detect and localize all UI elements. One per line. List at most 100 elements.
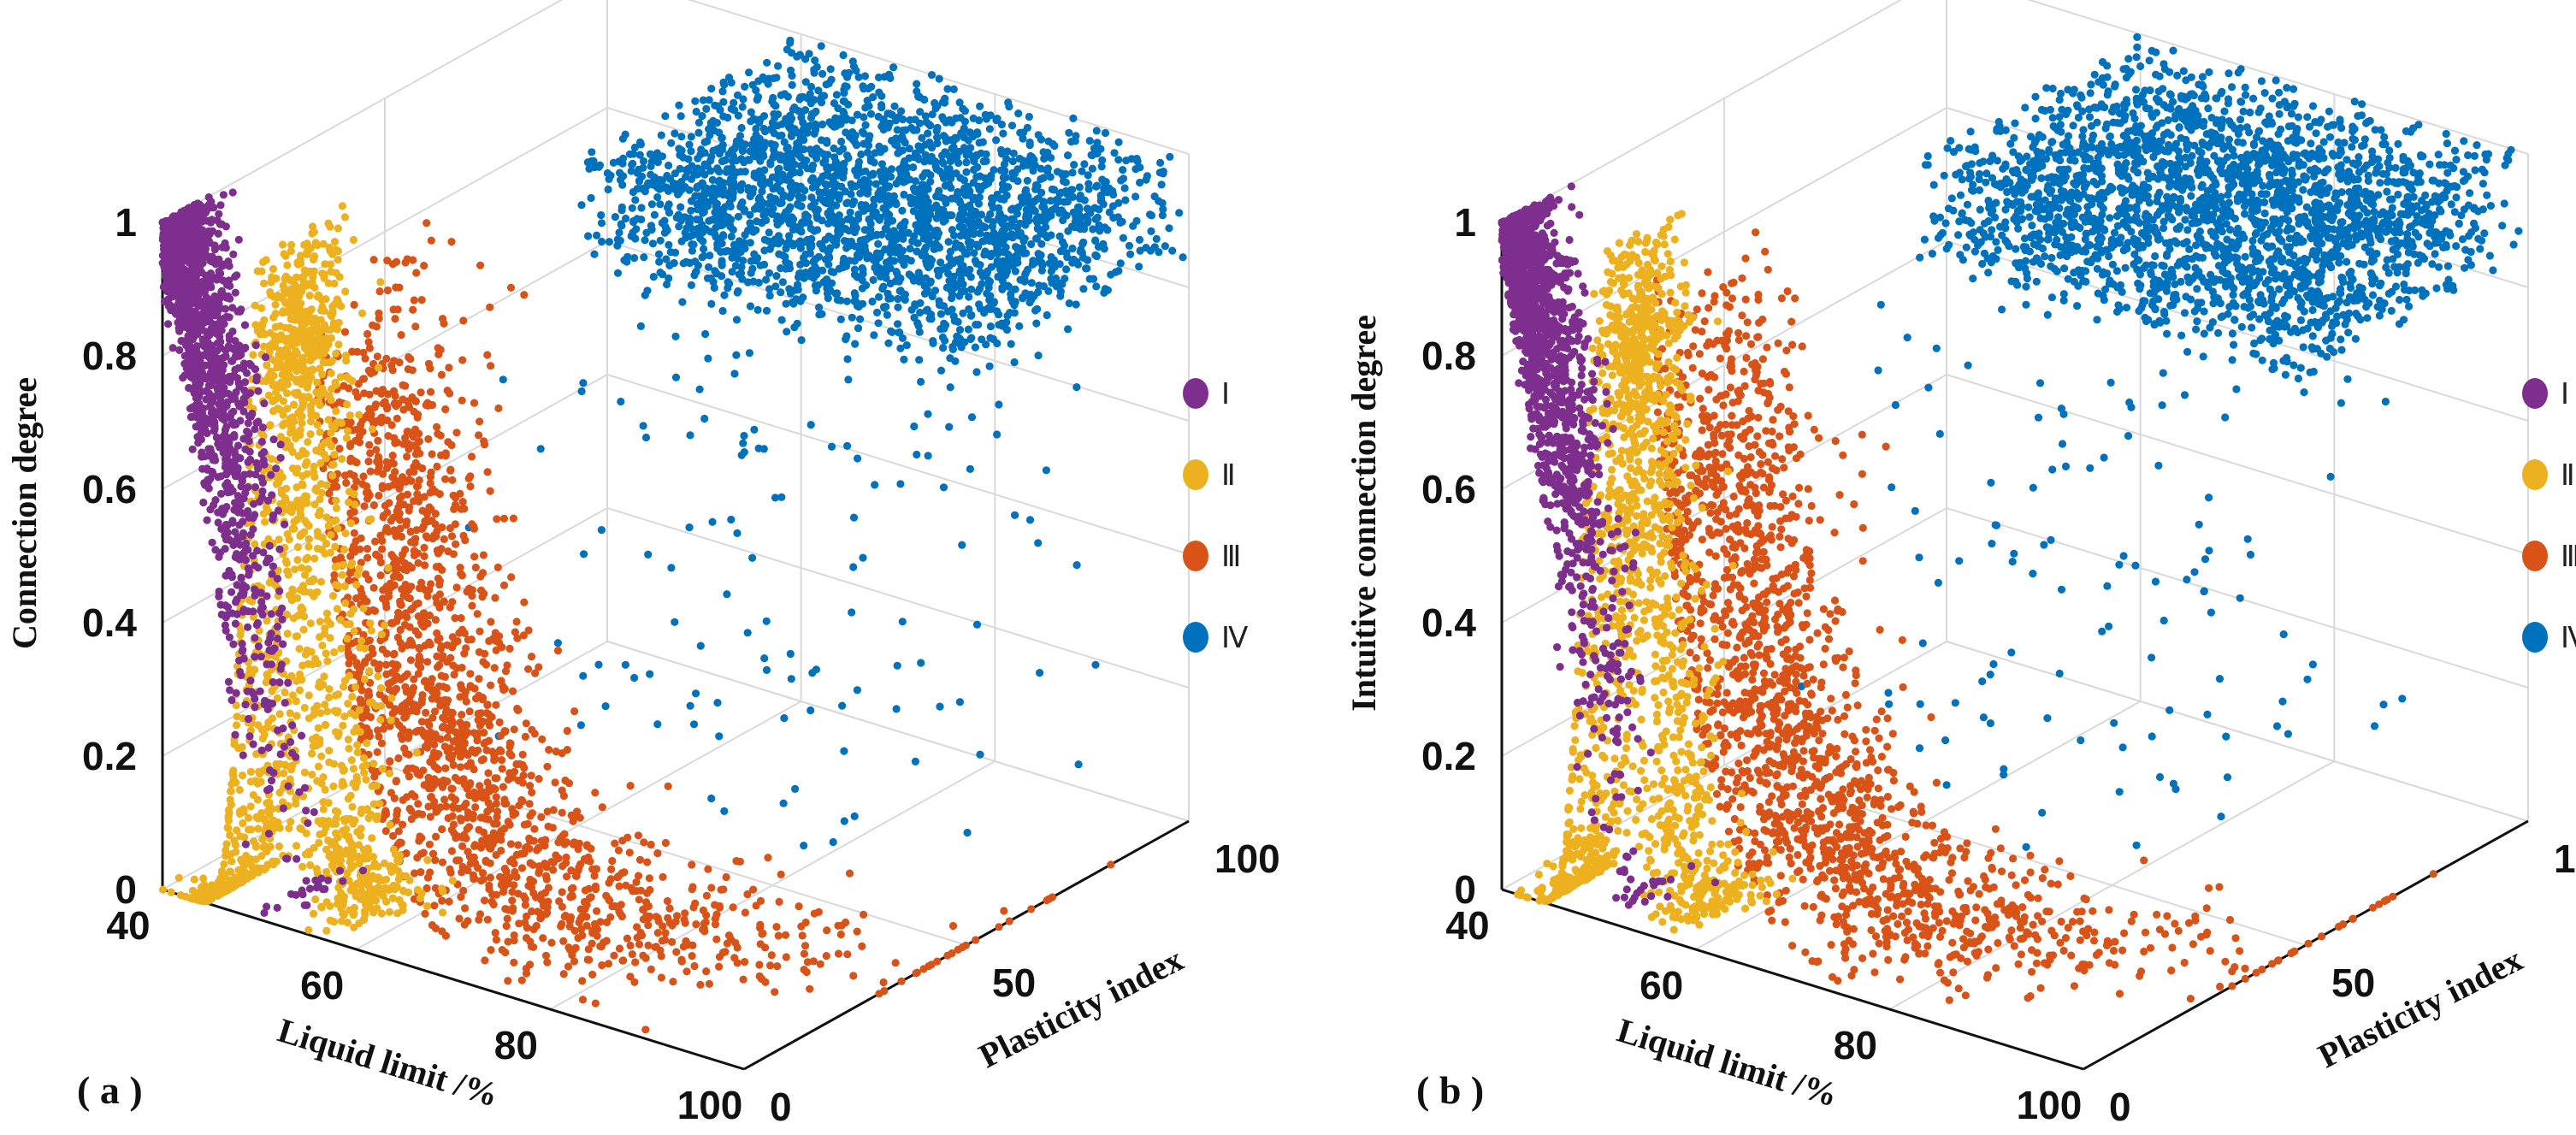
data-point <box>850 812 859 821</box>
data-point <box>541 872 551 880</box>
data-point <box>389 650 398 659</box>
data-point <box>871 208 880 216</box>
data-point <box>875 293 883 301</box>
data-point <box>676 164 684 173</box>
data-point <box>453 637 462 646</box>
data-point <box>468 601 476 610</box>
data-point <box>700 138 709 146</box>
data-point <box>975 285 984 293</box>
data-point <box>1022 186 1031 194</box>
data-point <box>561 776 570 785</box>
data-point <box>410 468 418 476</box>
data-point <box>1004 232 1013 241</box>
data-point <box>669 978 677 986</box>
data-point <box>663 204 672 212</box>
data-point <box>706 251 714 260</box>
data-point <box>913 450 921 459</box>
data-point <box>410 535 419 545</box>
data-point <box>816 960 824 968</box>
data-point <box>378 876 387 884</box>
data-point <box>391 315 399 323</box>
panel-a-points <box>158 36 1187 1034</box>
data-point <box>507 573 516 582</box>
data-point <box>458 711 466 719</box>
data-point <box>1055 190 1064 198</box>
data-point <box>495 746 505 754</box>
data-point <box>412 748 421 757</box>
data-point <box>634 831 643 840</box>
data-point <box>1068 168 1077 177</box>
data-point <box>476 261 485 269</box>
data-point <box>854 454 862 463</box>
data-point <box>739 143 747 151</box>
data-point <box>418 583 427 593</box>
data-point <box>402 872 411 880</box>
data-point <box>894 303 902 311</box>
data-point <box>814 907 824 916</box>
data-point <box>906 245 914 253</box>
data-point <box>475 825 483 834</box>
data-point <box>615 228 623 237</box>
data-point <box>574 934 582 943</box>
data-point <box>893 126 901 134</box>
data-point <box>473 610 482 618</box>
data-point <box>304 542 313 551</box>
data-point <box>257 304 266 312</box>
data-point <box>435 590 444 599</box>
data-point <box>1076 247 1084 256</box>
data-point <box>480 440 489 449</box>
data-point <box>427 793 435 801</box>
data-point <box>824 219 833 228</box>
data-point <box>367 626 375 635</box>
data-point <box>1078 222 1087 230</box>
data-point <box>475 715 483 724</box>
data-point <box>322 609 332 618</box>
data-point <box>644 179 653 187</box>
data-point <box>918 133 926 142</box>
data-point <box>941 181 949 190</box>
data-point <box>1064 325 1072 334</box>
data-point <box>849 62 859 71</box>
data-point <box>999 129 1007 138</box>
data-point <box>352 477 361 486</box>
data-point <box>812 62 821 71</box>
data-point <box>447 825 456 834</box>
data-point <box>837 137 846 146</box>
data-point <box>1010 358 1019 367</box>
data-point <box>1021 289 1030 298</box>
data-point <box>372 322 381 331</box>
data-point <box>839 50 848 60</box>
data-point <box>779 799 788 807</box>
data-point <box>350 300 358 309</box>
data-point <box>631 958 640 967</box>
data-point <box>1142 244 1150 252</box>
data-point <box>427 236 435 245</box>
data-point <box>836 115 844 123</box>
data-point <box>852 298 860 306</box>
data-point <box>969 228 978 237</box>
data-point <box>823 926 831 935</box>
data-point <box>466 482 475 491</box>
data-point <box>383 508 392 517</box>
data-point <box>403 452 411 461</box>
data-point <box>492 851 500 860</box>
data-point <box>493 563 502 572</box>
data-point <box>1037 174 1045 184</box>
data-point <box>955 326 965 334</box>
data-point <box>489 829 498 837</box>
data-point <box>340 545 349 554</box>
data-point <box>786 649 795 659</box>
data-point <box>470 553 479 561</box>
data-point <box>633 215 641 223</box>
data-point <box>335 398 344 406</box>
data-point <box>1002 325 1012 334</box>
data-point <box>340 328 350 336</box>
data-point <box>703 274 712 282</box>
data-point <box>1037 164 1045 173</box>
data-point <box>687 147 695 156</box>
data-point <box>369 501 378 510</box>
data-point <box>1175 209 1184 217</box>
data-point <box>649 273 658 281</box>
data-point <box>1059 216 1067 225</box>
data-point <box>251 321 260 329</box>
